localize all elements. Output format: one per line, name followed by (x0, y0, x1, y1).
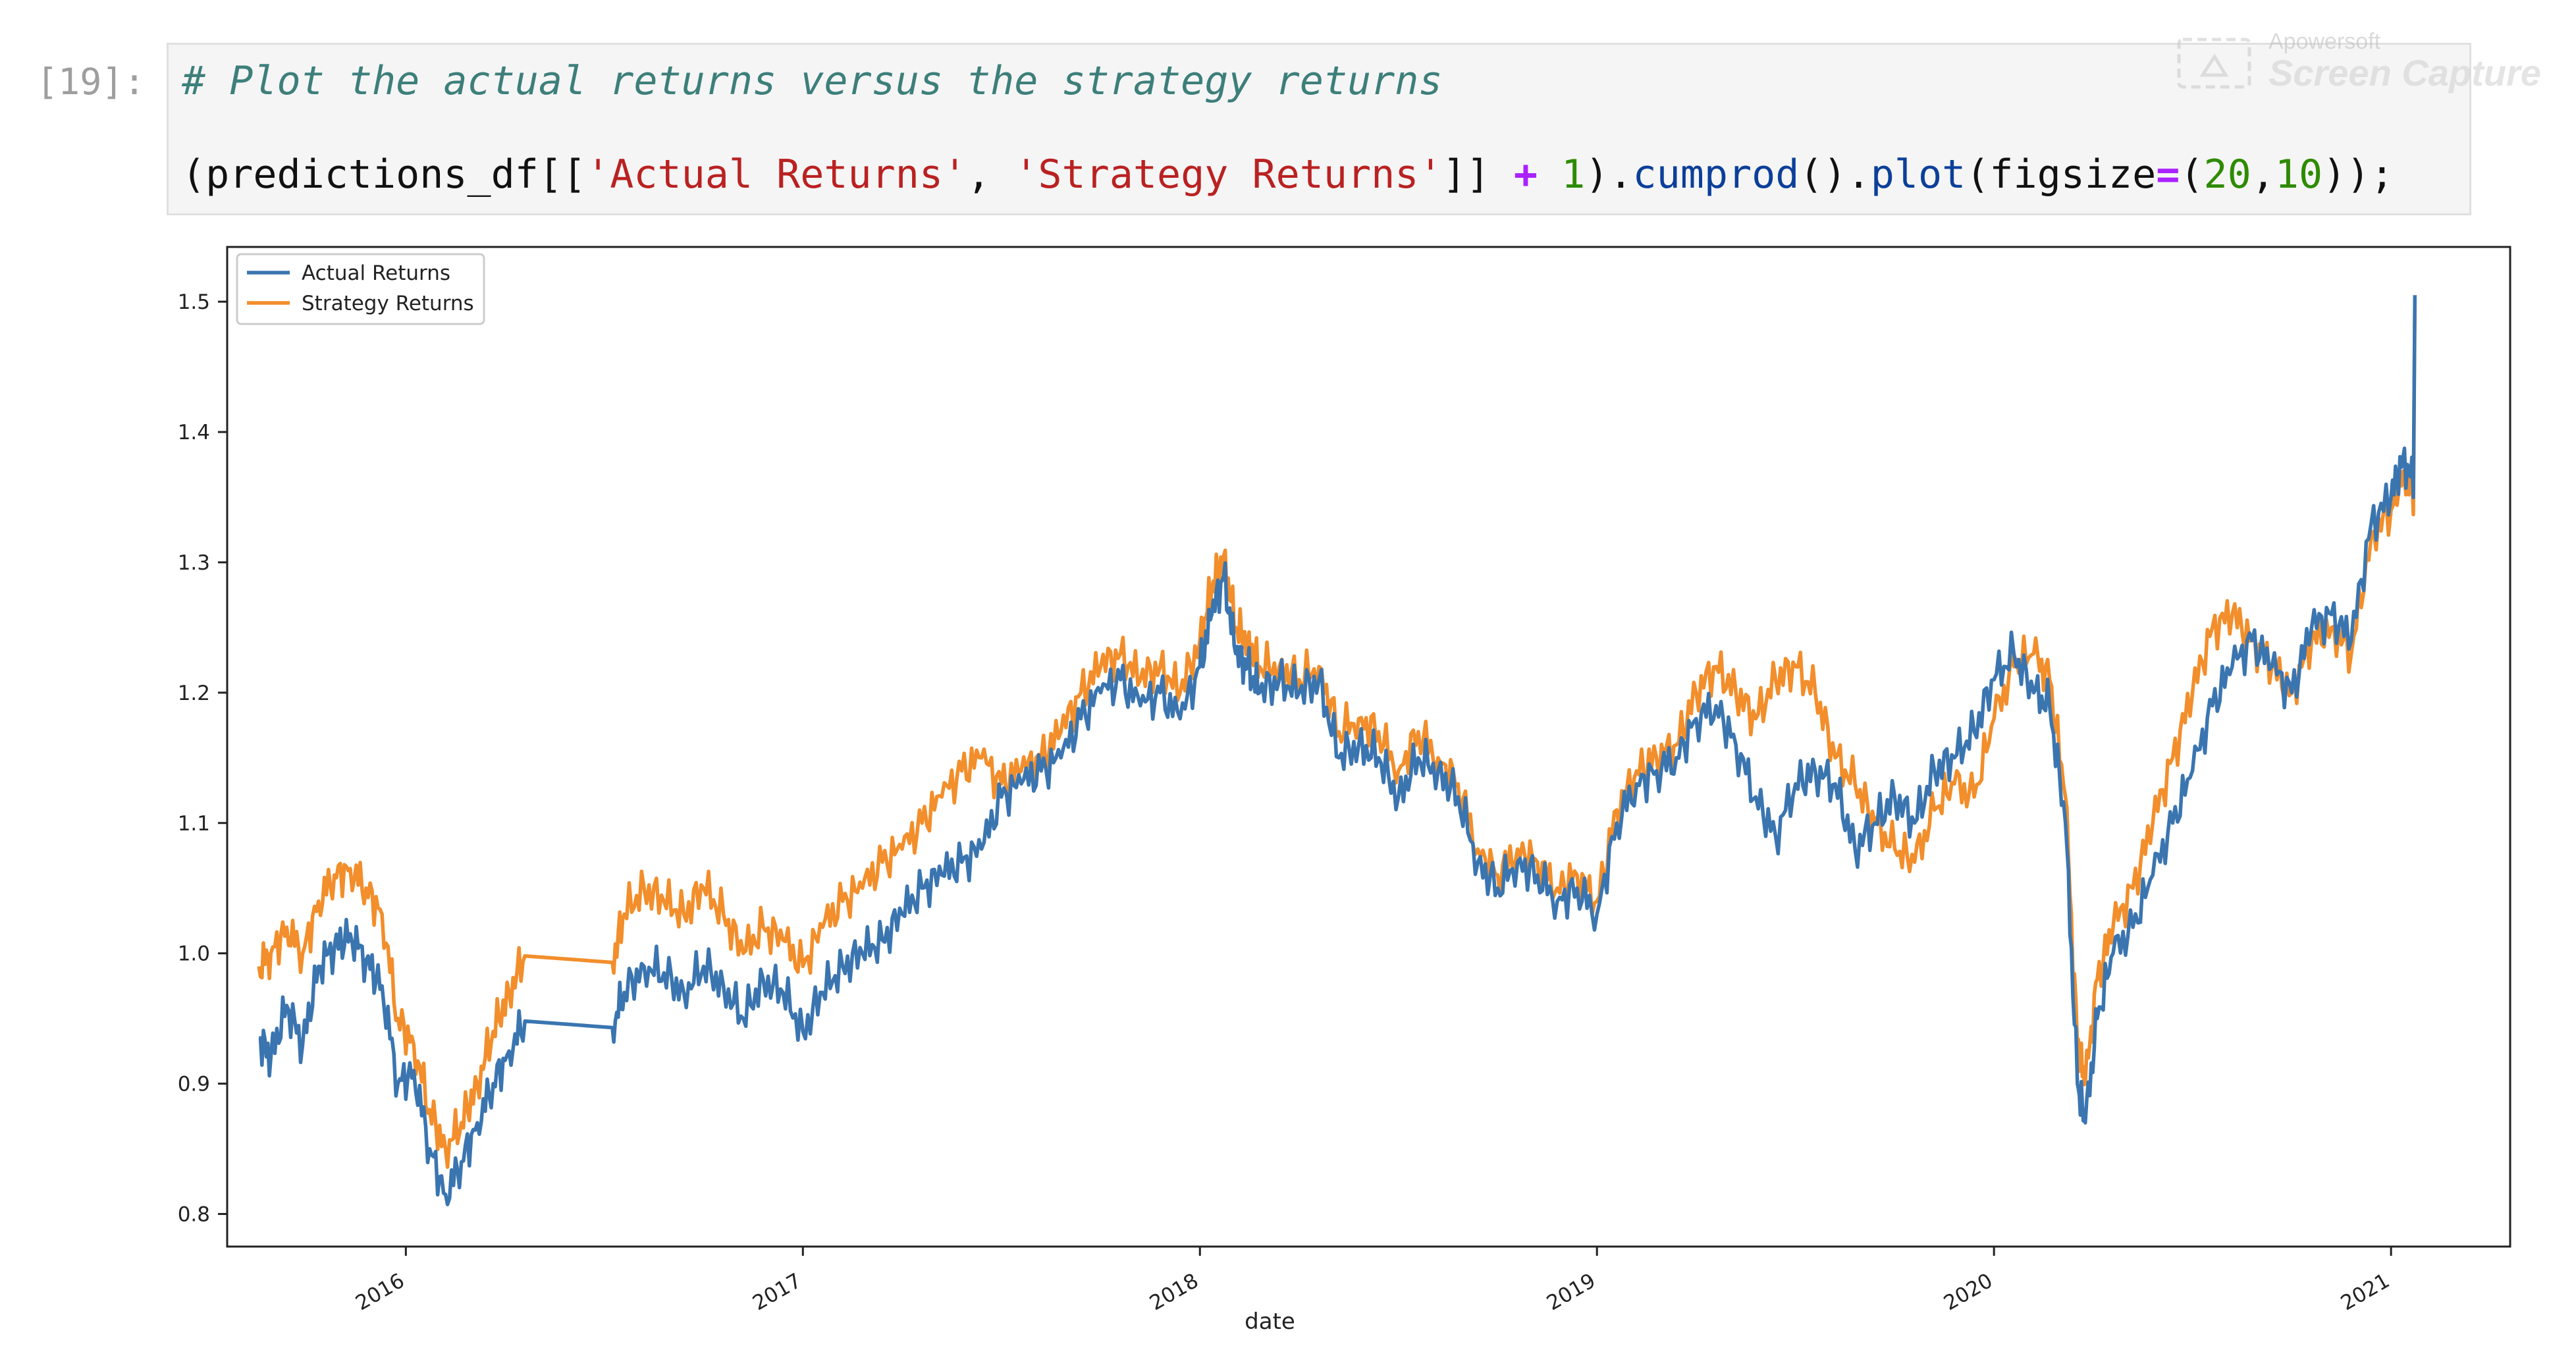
y-tick-label: 1.0 (178, 942, 210, 966)
code-token: 10 (2274, 151, 2323, 198)
y-tick-label: 0.9 (178, 1073, 210, 1096)
y-tick-label: 1.4 (178, 421, 210, 444)
code-token: = (2156, 151, 2180, 198)
code-token: )); (2322, 151, 2394, 198)
code-comment-line: # Plot the actual returns versus the str… (182, 58, 1443, 104)
code-token: ]] (1442, 151, 1514, 198)
x-tick-label: 2018 (1146, 1269, 1202, 1316)
code-token: , (2251, 151, 2275, 198)
code-token: (predictions_df[[ (182, 151, 587, 198)
code-token: 'Strategy Returns' (1014, 151, 1443, 198)
camera-icon (2177, 38, 2251, 89)
code-cell-input[interactable]: # Plot the actual returns versus the str… (167, 43, 2471, 215)
y-tick-label: 1.1 (178, 812, 210, 836)
x-tick-label: 2019 (1543, 1269, 1599, 1316)
y-tick-label: 1.5 (178, 290, 210, 314)
x-tick-label: 2021 (2337, 1269, 2394, 1316)
cell-prompt: [19]: (36, 61, 146, 103)
code-token: 'Actual Returns' (586, 151, 967, 198)
code-token: plot (1870, 151, 1966, 198)
code-token: ). (1585, 151, 1633, 198)
code-token: cumprod (1632, 151, 1800, 198)
x-tick-label: 2017 (749, 1269, 805, 1316)
code-statement-line: (predictions_df[['Actual Returns', 'Stra… (182, 151, 2394, 198)
x-tick-label: 2016 (352, 1269, 408, 1316)
legend-label: Actual Returns (302, 261, 450, 285)
x-tick-label: 2020 (1940, 1269, 1997, 1316)
code-token: + (1513, 151, 1538, 198)
y-tick-label: 1.2 (178, 682, 210, 705)
strategy-returns-line (257, 302, 2417, 1170)
legend-box (236, 253, 485, 325)
watermark-brand: Apowersoft (2268, 29, 2381, 54)
x-axis-label: date (1245, 1308, 1295, 1335)
actual-returns-line (258, 295, 2417, 1206)
code-token: 1 (1561, 151, 1586, 198)
code-token: (figsize (1966, 151, 2157, 198)
code-token: , (967, 151, 1015, 198)
screen-capture-watermark: Apowersoft Screen Capture (2176, 25, 2571, 97)
y-tick-label: 1.3 (178, 551, 210, 575)
code-token: (). (1799, 151, 1871, 198)
y-tick-label: 0.8 (178, 1203, 210, 1227)
watermark-title: Screen Capture (2268, 52, 2541, 94)
code-token: ( (2180, 151, 2204, 198)
code-token: 20 (2203, 151, 2251, 198)
legend-label: Strategy Returns (302, 292, 474, 315)
